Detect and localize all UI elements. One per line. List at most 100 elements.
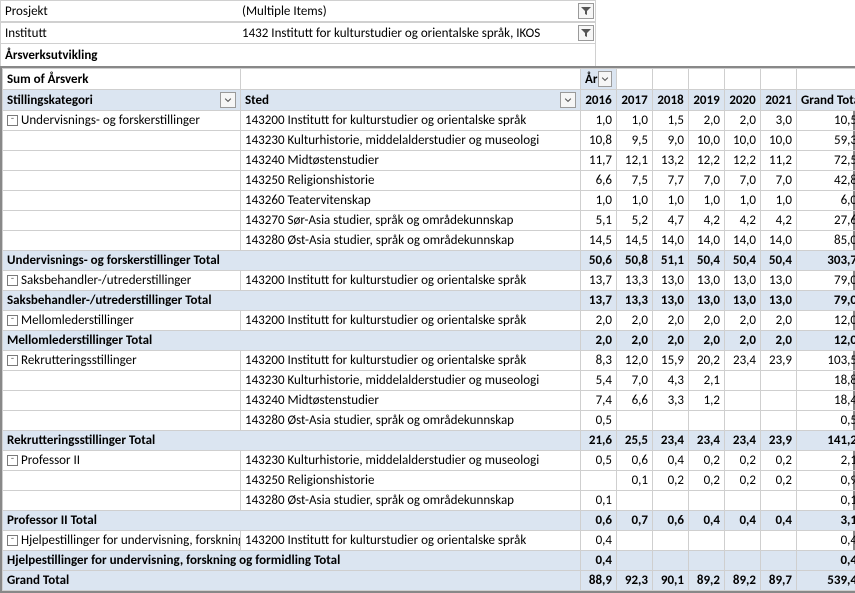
value-cell: 11,7 — [581, 151, 617, 171]
value-cell: 9,0 — [653, 131, 689, 151]
collapse-toggle[interactable]: - — [7, 455, 18, 466]
stillingskategori-label: Stillingskategori — [7, 93, 93, 108]
value-cell: 0,1 — [617, 471, 653, 491]
subtotal-value: 0,4 — [725, 511, 761, 531]
subtotal-value: 2,0 — [581, 331, 617, 351]
value-cell — [725, 391, 761, 411]
value-cell: 4,2 — [689, 211, 725, 231]
value-cell — [689, 491, 725, 511]
value-cell — [725, 411, 761, 431]
category-cell: -Undervisnings- og forskerstillinger — [3, 111, 241, 131]
filter-prosjekt-dropdown-button[interactable] — [578, 3, 594, 19]
value-cell: 2,0 — [653, 311, 689, 331]
subtotal-value: 0,4 — [581, 551, 617, 571]
blank-cell — [3, 171, 241, 191]
blank-cell — [3, 391, 241, 411]
row-total-cell: 18,4 — [797, 391, 855, 411]
subtotal-label: Hjelpestillinger for undervisning, forsk… — [3, 551, 581, 571]
value-cell: 10,0 — [725, 131, 761, 151]
value-cell: 2,0 — [581, 311, 617, 331]
subtotal-value: 0,7 — [617, 511, 653, 531]
value-cell: 0,2 — [725, 471, 761, 491]
value-cell: 0,5 — [581, 411, 617, 431]
value-cell — [689, 531, 725, 551]
subtotal-label: Rekrutteringsstillinger Total — [3, 431, 581, 451]
table-row: 143260 Teatervitenskap1,01,01,01,01,01,0… — [3, 191, 855, 211]
collapse-toggle[interactable]: - — [7, 535, 18, 546]
value-cell: 3,0 — [761, 111, 797, 131]
value-cell: 0,2 — [653, 471, 689, 491]
value-cell: 13,0 — [689, 271, 725, 291]
value-cell — [617, 491, 653, 511]
sted-cell: 143270 Sør-Asia studier, språk og område… — [241, 211, 581, 231]
stillingskategori-dropdown-button[interactable] — [220, 92, 236, 108]
collapse-toggle[interactable]: - — [7, 355, 18, 366]
value-cell: 11,2 — [761, 151, 797, 171]
value-cell — [761, 371, 797, 391]
subtotal-row: Saksbehandler-/utrederstillinger Total13… — [3, 291, 855, 311]
value-cell — [617, 411, 653, 431]
sted-cell: 143200 Institutt for kulturstudier og or… — [241, 531, 581, 551]
subtotal-value: 13,0 — [653, 291, 689, 311]
value-cell: 12,2 — [689, 151, 725, 171]
subtotal-value — [653, 551, 689, 571]
subtotal-total: 141,2 — [797, 431, 855, 451]
collapse-toggle[interactable]: - — [7, 115, 18, 126]
table-row: 143240 Midtøstenstudier7,46,63,31,218,4 — [3, 391, 855, 411]
subtotal-value: 13,7 — [581, 291, 617, 311]
collapse-toggle[interactable]: - — [7, 315, 18, 326]
sted-cell: 143230 Kulturhistorie, middelalderstudie… — [241, 131, 581, 151]
value-cell: 5,2 — [617, 211, 653, 231]
subtotal-value: 0,4 — [689, 511, 725, 531]
table-row: 143250 Religionshistorie6,67,57,77,07,07… — [3, 171, 855, 191]
sted-dropdown-button[interactable] — [560, 92, 576, 108]
value-cell — [617, 531, 653, 551]
value-cell: 0,2 — [689, 471, 725, 491]
table-row: -Undervisnings- og forskerstillinger1432… — [3, 111, 855, 131]
subtotal-value: 23,4 — [653, 431, 689, 451]
blank-cell — [3, 131, 241, 151]
value-cell — [761, 531, 797, 551]
table-row: 143280 Øst-Asia studier, språk og område… — [3, 491, 855, 511]
value-cell: 2,0 — [725, 311, 761, 331]
year-col-2018: 2018 — [653, 90, 689, 111]
filter-institutt-text: 1432 Institutt for kulturstudier og orie… — [242, 26, 540, 41]
value-cell: 1,0 — [617, 111, 653, 131]
value-cell: 6,6 — [581, 171, 617, 191]
table-row: 143230 Kulturhistorie, middelalderstudie… — [3, 131, 855, 151]
blank-cell — [3, 231, 241, 251]
subtotal-total: 3,1 — [797, 511, 855, 531]
year-dropdown-button[interactable] — [598, 71, 613, 87]
row-total-cell: 79,0 — [797, 271, 855, 291]
chevron-down-icon — [223, 95, 233, 105]
value-cell: 7,0 — [761, 171, 797, 191]
value-cell: 4,7 — [653, 211, 689, 231]
blank-cell — [3, 151, 241, 171]
row-total-cell: 0,1 — [797, 491, 855, 511]
sted-cell: 143260 Teatervitenskap — [241, 191, 581, 211]
value-cell: 1,0 — [617, 191, 653, 211]
filter-institutt-dropdown-button[interactable] — [578, 25, 594, 41]
collapse-toggle[interactable]: - — [7, 275, 18, 286]
subtotal-value: 13,0 — [689, 291, 725, 311]
sted-cell: 143240 Midtøstenstudier — [241, 391, 581, 411]
value-cell: 23,9 — [761, 351, 797, 371]
sted-cell: 143230 Kulturhistorie, middelalderstudie… — [241, 371, 581, 391]
value-cell: 0,2 — [725, 451, 761, 471]
value-cell: 2,0 — [761, 311, 797, 331]
filter-institutt-value: 1432 Institutt for kulturstudier og orie… — [238, 22, 576, 44]
pivot-table: Sum of ÅrsverkÅrStillingskategoriSted201… — [0, 66, 855, 593]
subtotal-value: 50,8 — [617, 251, 653, 271]
value-cell: 23,4 — [725, 351, 761, 371]
report-title: Årsverksutvikling — [0, 44, 596, 66]
value-cell: 5,4 — [581, 371, 617, 391]
value-cell: 1,0 — [581, 191, 617, 211]
subtotal-value — [617, 551, 653, 571]
value-cell: 12,0 — [617, 351, 653, 371]
row-total-cell: 0,5 — [797, 411, 855, 431]
value-cell: 4,2 — [761, 211, 797, 231]
subtotal-value — [725, 551, 761, 571]
value-cell: 0,5 — [581, 451, 617, 471]
blank-cell — [725, 69, 761, 90]
row-total-cell: 0,4 — [797, 531, 855, 551]
